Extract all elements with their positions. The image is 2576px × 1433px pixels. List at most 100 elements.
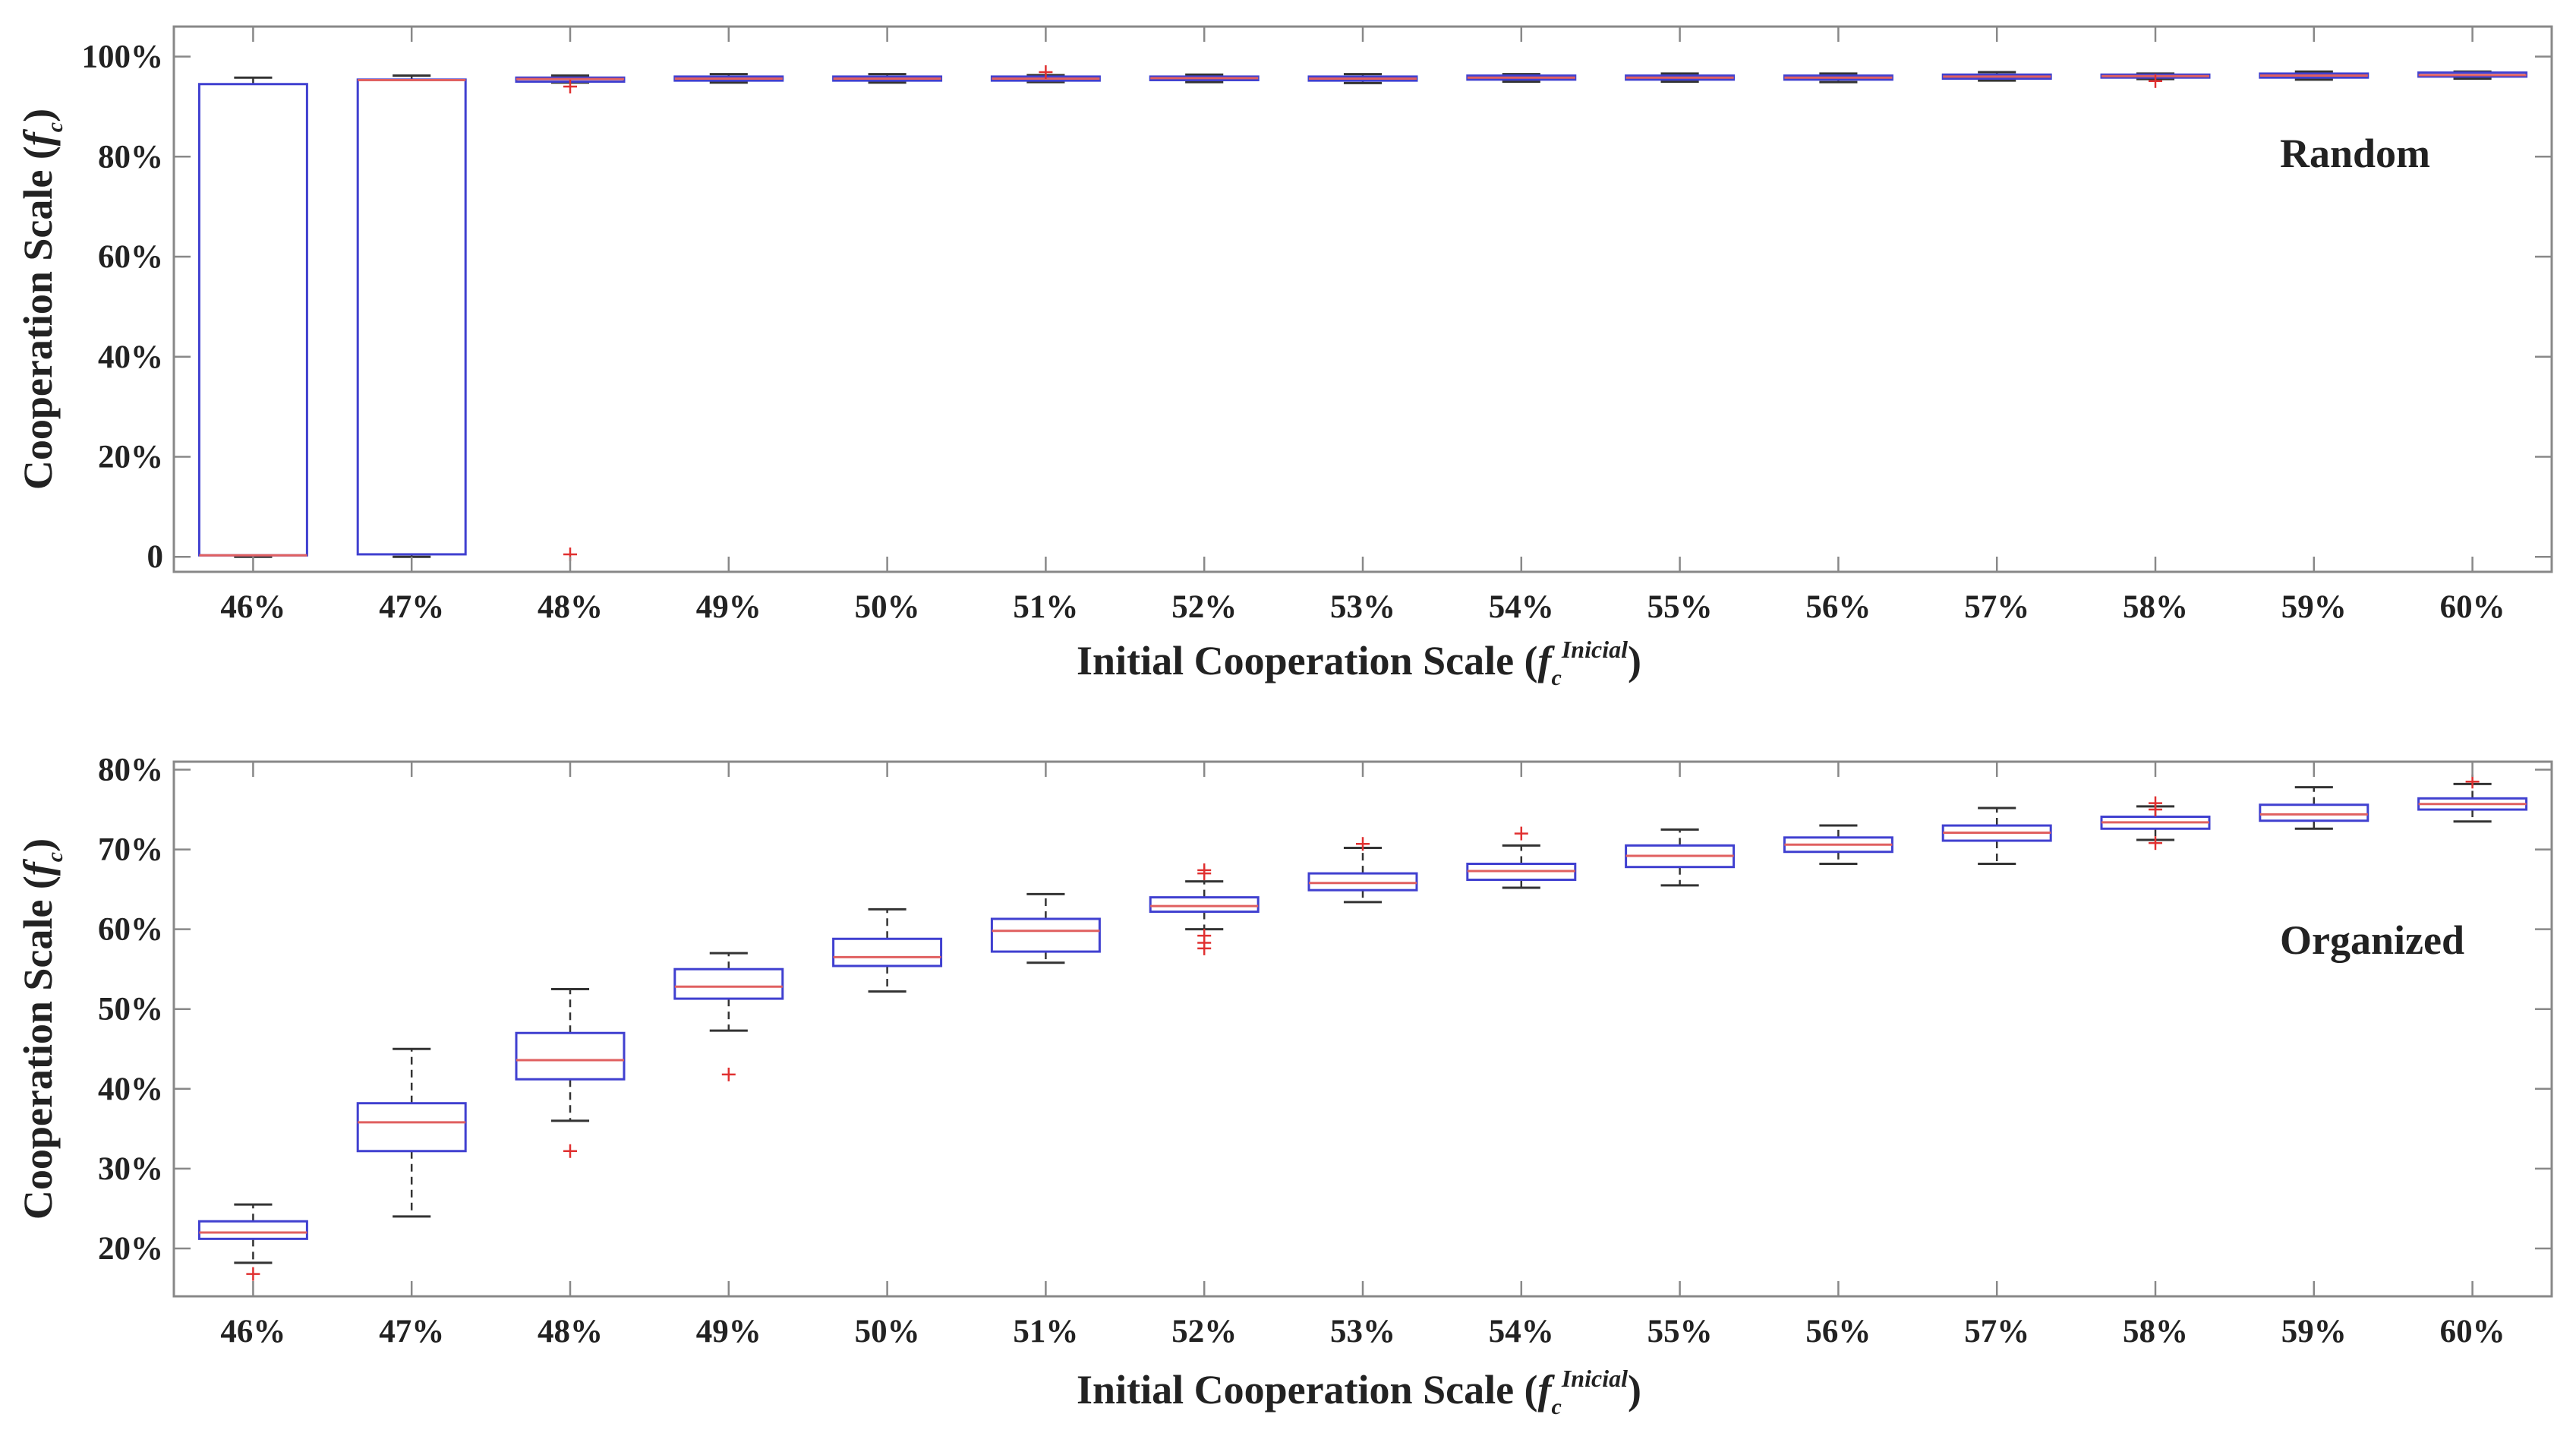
x-tick-label: 60% <box>2440 1314 2505 1349</box>
iqr-box <box>197 83 308 557</box>
x-axis-title: Initial Cooperation Scale (fcInicial) <box>1077 636 1641 690</box>
x-tick-label: 54% <box>1489 1314 1554 1349</box>
x-tick-label: 57% <box>1964 1314 2029 1349</box>
x-tick-label: 59% <box>2281 589 2347 625</box>
iqr-box <box>356 78 467 556</box>
x-tick-label: 58% <box>2123 1314 2188 1349</box>
y-tick-label: 0 <box>147 539 164 575</box>
panel-annotation-organized: Organized <box>2280 917 2464 963</box>
iqr-box <box>1307 872 1418 892</box>
outlier-marker <box>246 1267 260 1281</box>
y-axis-title: Cooperation Scale (fc) <box>15 109 68 490</box>
y-axis-title: Cooperation Scale (fc) <box>15 838 68 1220</box>
y-tick-label: 30% <box>98 1151 163 1187</box>
x-tick-label: 59% <box>2281 1314 2347 1349</box>
panel-annotation-random: Random <box>2280 131 2430 176</box>
x-tick-label: 52% <box>1171 589 1237 625</box>
box-57pct <box>1941 806 2052 865</box>
iqr-box <box>1149 896 1260 914</box>
iqr-box <box>197 1220 308 1240</box>
x-tick-label: 46% <box>220 589 285 625</box>
x-tick-label: 53% <box>1330 1314 1395 1349</box>
box-60pct <box>2417 775 2528 823</box>
box-46pct <box>197 1203 308 1281</box>
random-boxplot-panel: 0 20% 40% 60% 80% 100% 46% 47% 48% 49% 50% 51% 52% 5… <box>15 25 2553 690</box>
y-tick-label: 60% <box>98 912 163 948</box>
box-53pct <box>1307 837 1418 904</box>
box-51pct <box>990 892 1101 964</box>
y-tick-label: 80% <box>98 139 163 175</box>
outlier-marker <box>1514 826 1528 841</box>
box-53pct <box>1307 73 1418 84</box>
y-tick-label: 20% <box>98 1231 163 1267</box>
x-tick-label: 52% <box>1171 1314 1237 1349</box>
x-tick-label: 51% <box>1013 589 1078 625</box>
y-tick-label: 40% <box>98 339 163 375</box>
x-tick-label: 58% <box>2123 589 2188 625</box>
outlier-marker <box>2465 775 2480 789</box>
box-49pct <box>673 73 784 84</box>
iqr-box <box>2259 803 2369 822</box>
outlier-marker <box>1197 941 1212 955</box>
box-56pct <box>1783 72 1893 84</box>
box-52pct <box>1149 863 1260 955</box>
box-48pct <box>515 74 626 561</box>
y-axis-ticks: 0 20% 40% 60% 80% 100% <box>82 39 2552 575</box>
box-55pct <box>1625 828 1736 887</box>
outlier-marker <box>563 1144 577 1158</box>
box-51pct <box>990 65 1101 84</box>
random-boxplot-marks <box>197 65 2528 561</box>
plot-area-frame <box>172 25 2553 573</box>
outlier-marker <box>563 80 577 94</box>
outlier-marker <box>2149 74 2162 88</box>
x-axis-title: Initial Cooperation Scale (fcInicial) <box>1077 1365 1641 1419</box>
box-59pct <box>2259 70 2369 81</box>
x-tick-label: 56% <box>1805 589 1871 625</box>
box-52pct <box>1149 73 1260 84</box>
box-54pct <box>1466 73 1577 83</box>
box-54pct <box>1466 826 1577 889</box>
x-tick-label: 57% <box>1964 589 2029 625</box>
y-tick-label: 40% <box>98 1072 163 1107</box>
outlier-marker <box>1039 65 1053 79</box>
x-tick-label: 49% <box>696 589 761 625</box>
outlier-marker <box>2149 803 2162 817</box>
box-47pct <box>356 74 467 558</box>
box-58pct <box>2100 72 2211 88</box>
x-tick-label: 54% <box>1489 589 1554 625</box>
y-tick-label: 50% <box>98 992 163 1027</box>
iqr-box <box>356 1102 467 1153</box>
y-tick-label: 100% <box>82 39 164 75</box>
y-tick-label: 60% <box>98 239 163 275</box>
x-tick-label: 50% <box>855 589 920 625</box>
x-tick-label: 55% <box>1647 589 1713 625</box>
box-55pct <box>1625 72 1736 83</box>
x-tick-label: 53% <box>1330 589 1395 625</box>
box-49pct <box>673 952 784 1081</box>
x-tick-label: 47% <box>379 589 444 625</box>
outlier-marker <box>2149 836 2162 851</box>
iqr-box <box>515 1031 626 1081</box>
x-tick-label: 48% <box>538 1314 603 1349</box>
box-60pct <box>2417 70 2528 80</box>
x-tick-label: 60% <box>2440 589 2505 625</box>
box-50pct <box>832 907 943 993</box>
box-59pct <box>2259 786 2369 830</box>
iqr-box <box>673 967 784 1000</box>
x-tick-label: 47% <box>379 1314 444 1349</box>
outlier-marker <box>721 1067 736 1081</box>
x-tick-label: 49% <box>696 1314 761 1349</box>
x-tick-label: 56% <box>1805 1314 1871 1349</box>
organized-boxplot-panel: 20% 30% 40% 50% 60% 70% 80% 46% 47% 48% 49% 50% 51%… <box>15 753 2553 1419</box>
y-axis-ticks: 20% 30% 40% 50% 60% 70% 80% <box>98 753 2552 1267</box>
box-57pct <box>1941 71 2052 82</box>
outlier-marker <box>1197 866 1212 881</box>
box-58pct <box>2100 796 2211 851</box>
x-tick-label: 46% <box>220 1314 285 1349</box>
y-tick-label: 20% <box>98 439 163 475</box>
iqr-box <box>990 917 1101 953</box>
x-tick-label: 51% <box>1013 1314 1078 1349</box>
box-47pct <box>356 1047 467 1218</box>
y-tick-label: 80% <box>98 753 163 788</box>
